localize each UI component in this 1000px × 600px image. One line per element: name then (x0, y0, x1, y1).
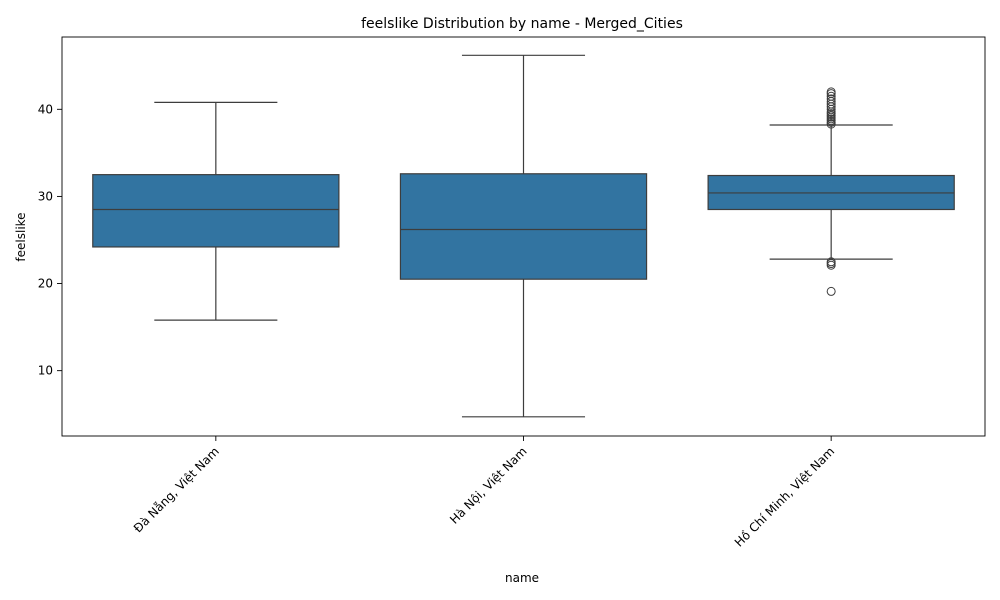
outlier-point (826, 87, 836, 97)
y-tick-label: 30 (38, 189, 53, 203)
y-tick-label: 10 (38, 364, 53, 378)
x-tick-label: Đà Nẵng, Việt Nam (131, 444, 222, 535)
y-tick-label: 20 (38, 277, 53, 291)
x-axis-label: name (505, 571, 539, 585)
box-iqr (92, 174, 340, 248)
outlier-point (826, 259, 836, 269)
x-tick-label: Hà Nội, Việt Nam (447, 444, 530, 527)
outlier-point (826, 91, 836, 101)
y-tick-label: 40 (38, 102, 53, 116)
outlier-point (826, 286, 836, 296)
plot-area: 10 20 30 40 Đà Nẵng, Việt Nam Hà Nội, Việt Na… (38, 36, 986, 550)
x-tick-label: Hồ Chí Minh, Việt Nam (732, 444, 837, 549)
outlier-point (826, 94, 836, 104)
y-axis-label: feelslike (14, 212, 28, 261)
chart-title: feelslike Distribution by name - Merged_… (361, 16, 683, 32)
outlier-point (826, 257, 836, 267)
box-iqr (399, 173, 648, 280)
